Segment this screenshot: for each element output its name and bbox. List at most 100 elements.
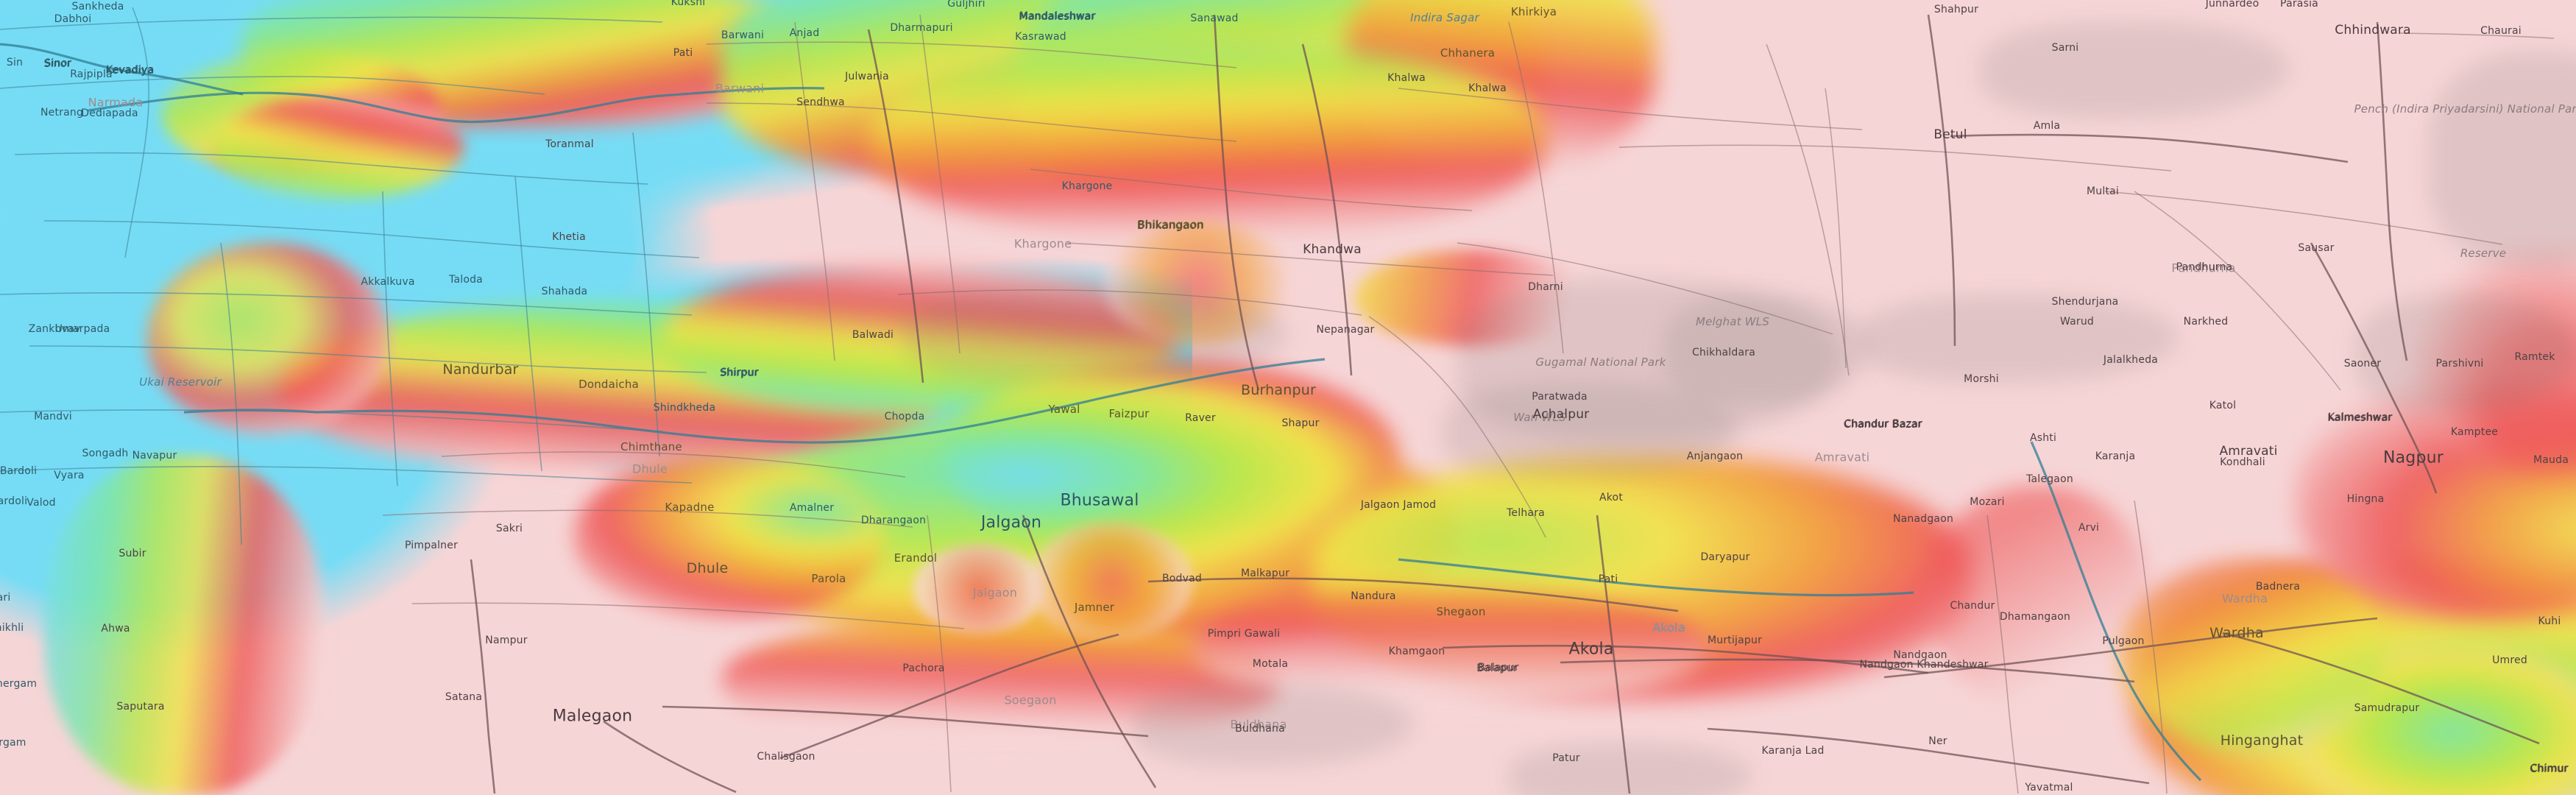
- place-label: Shendurjana: [2051, 296, 2119, 308]
- place-label: Balwadi: [852, 329, 894, 341]
- wan-wls-area: [1443, 383, 1737, 478]
- place-label: Khandwa: [1303, 242, 1362, 257]
- place-label: Parola: [811, 572, 846, 585]
- place-label: Pandhurna: [2176, 261, 2233, 273]
- place-label: Buldhana: [1235, 723, 1285, 735]
- place-label: Rajpipla: [70, 68, 113, 80]
- place-label: Bhikangaon: [1137, 218, 1205, 231]
- place-label: Dharangaon: [860, 515, 927, 526]
- place-label: Chikhaldara: [1692, 347, 1755, 358]
- place-label: Kukshi: [670, 0, 706, 8]
- place-label: Pachora: [902, 662, 945, 674]
- place-label: Subir: [118, 548, 146, 559]
- place-label: Mandaleshwar: [1019, 10, 1096, 22]
- place-label: Morshi: [1964, 373, 1999, 385]
- place-label: Bodvad: [1161, 573, 1203, 584]
- place-label: Chhindwara: [2335, 23, 2411, 38]
- elevation-belt-24: [2120, 559, 2385, 751]
- place-label: Mandvi: [34, 411, 72, 423]
- place-label: Anjad: [789, 27, 820, 39]
- place-label: Pulgaon: [2102, 635, 2145, 647]
- place-label: Vyara: [54, 470, 85, 481]
- place-label: Nandura: [1351, 590, 1396, 602]
- place-label: Khalwa: [1468, 82, 1507, 94]
- place-label: Kevadiya: [106, 64, 155, 76]
- place-label: Jamner: [1074, 601, 1115, 614]
- place-label: Dondaicha: [578, 378, 639, 391]
- place-label: Amalner: [789, 502, 835, 514]
- place-label: Chimthane: [620, 440, 682, 453]
- place-label: Kapadne: [665, 501, 715, 514]
- place-label: Akkalkuva: [361, 276, 415, 288]
- place-label: Katol: [2209, 400, 2237, 411]
- place-label: Mozari: [1970, 496, 2005, 508]
- place-label: Toranmal: [545, 138, 594, 150]
- place-label: Kevadiya: [105, 65, 154, 77]
- place-label: Pandhurna: [2171, 261, 2236, 275]
- place-label: Chikhli: [0, 622, 24, 634]
- place-label: Parshivni: [2435, 358, 2484, 370]
- boundary-group: [441, 88, 2341, 538]
- place-label: Khargone: [1013, 236, 1072, 251]
- place-label: Bardoli: [0, 495, 28, 507]
- place-label: Umred: [2492, 654, 2527, 666]
- elevation-belt-19: [574, 456, 883, 618]
- place-label: Narmada: [88, 95, 144, 110]
- place-label: Amravati: [2219, 444, 2278, 459]
- place-label: Kondhali: [2220, 456, 2265, 468]
- place-label: Chhergam: [0, 678, 38, 690]
- place-label: hergam: [0, 737, 26, 749]
- place-label: Khetia: [552, 231, 586, 243]
- place-label: Chandur Bazar: [1844, 418, 1923, 430]
- place-label: Bardoli: [0, 465, 38, 477]
- place-label: Dabhoi: [54, 13, 92, 25]
- place-label: Wan WLS: [1513, 411, 1566, 424]
- elevation-belt-20: [721, 618, 1281, 743]
- place-label: Yawal: [1048, 403, 1080, 416]
- place-label: Barwani: [721, 29, 765, 41]
- place-label: Amravati: [1814, 450, 1870, 464]
- place-label: Nandgaon Khandeshwar: [1859, 659, 1989, 671]
- place-label: Zankhvav: [28, 323, 81, 335]
- place-label: Valod: [26, 497, 56, 509]
- place-label: Multai: [2087, 186, 2119, 197]
- place-label: Ashti: [2029, 432, 2057, 444]
- place-label: Arvi: [2078, 522, 2100, 534]
- place-label: Shapur: [1281, 417, 1320, 429]
- place-label: Dharmapuri: [890, 22, 953, 34]
- place-label: Telhara: [1507, 507, 1545, 519]
- place-label: Songadh: [82, 448, 129, 459]
- place-label: Reserve: [2460, 247, 2507, 260]
- place-label: Shahada: [541, 286, 588, 297]
- place-label: Soegaon: [1004, 693, 1057, 707]
- place-label: Paratwada: [1532, 391, 1588, 403]
- elevation-belt-11: [942, 361, 1398, 552]
- place-label: Guljhiri: [947, 0, 986, 10]
- forest-patch-satpura-south: [905, 287, 1288, 383]
- place-label: Dhule: [686, 560, 729, 576]
- place-label: Ukai Reservoir: [139, 375, 222, 389]
- place-label: Chopda: [884, 411, 925, 423]
- place-label: Sinor: [44, 57, 72, 69]
- place-label: Chandur Bazar: [1843, 419, 1922, 431]
- place-label: Malkapur: [1240, 568, 1290, 579]
- place-label: Saoner: [2343, 358, 2382, 370]
- road-group: [0, 7, 2555, 794]
- place-label: Betul: [1933, 127, 1967, 142]
- elevation-belt-17: [44, 456, 324, 795]
- place-label: Ahwa: [101, 623, 130, 635]
- place-label: Netrang: [40, 107, 84, 119]
- forest-patch-patur: [1509, 743, 1752, 795]
- place-label: Sausar: [2298, 242, 2335, 254]
- place-label: Jalalkheda: [2103, 354, 2159, 366]
- place-label: Barwani: [715, 81, 765, 96]
- place-label: Bhikangaon: [1136, 219, 1204, 232]
- place-label: Amla: [2033, 120, 2061, 132]
- place-label: Khamgaon: [1388, 646, 1446, 657]
- place-label: Patur: [1552, 752, 1580, 764]
- elevation-belt-5: [868, 44, 1546, 236]
- place-label: Murtijapur: [1707, 635, 1763, 646]
- place-label: Chhanera: [1440, 46, 1496, 60]
